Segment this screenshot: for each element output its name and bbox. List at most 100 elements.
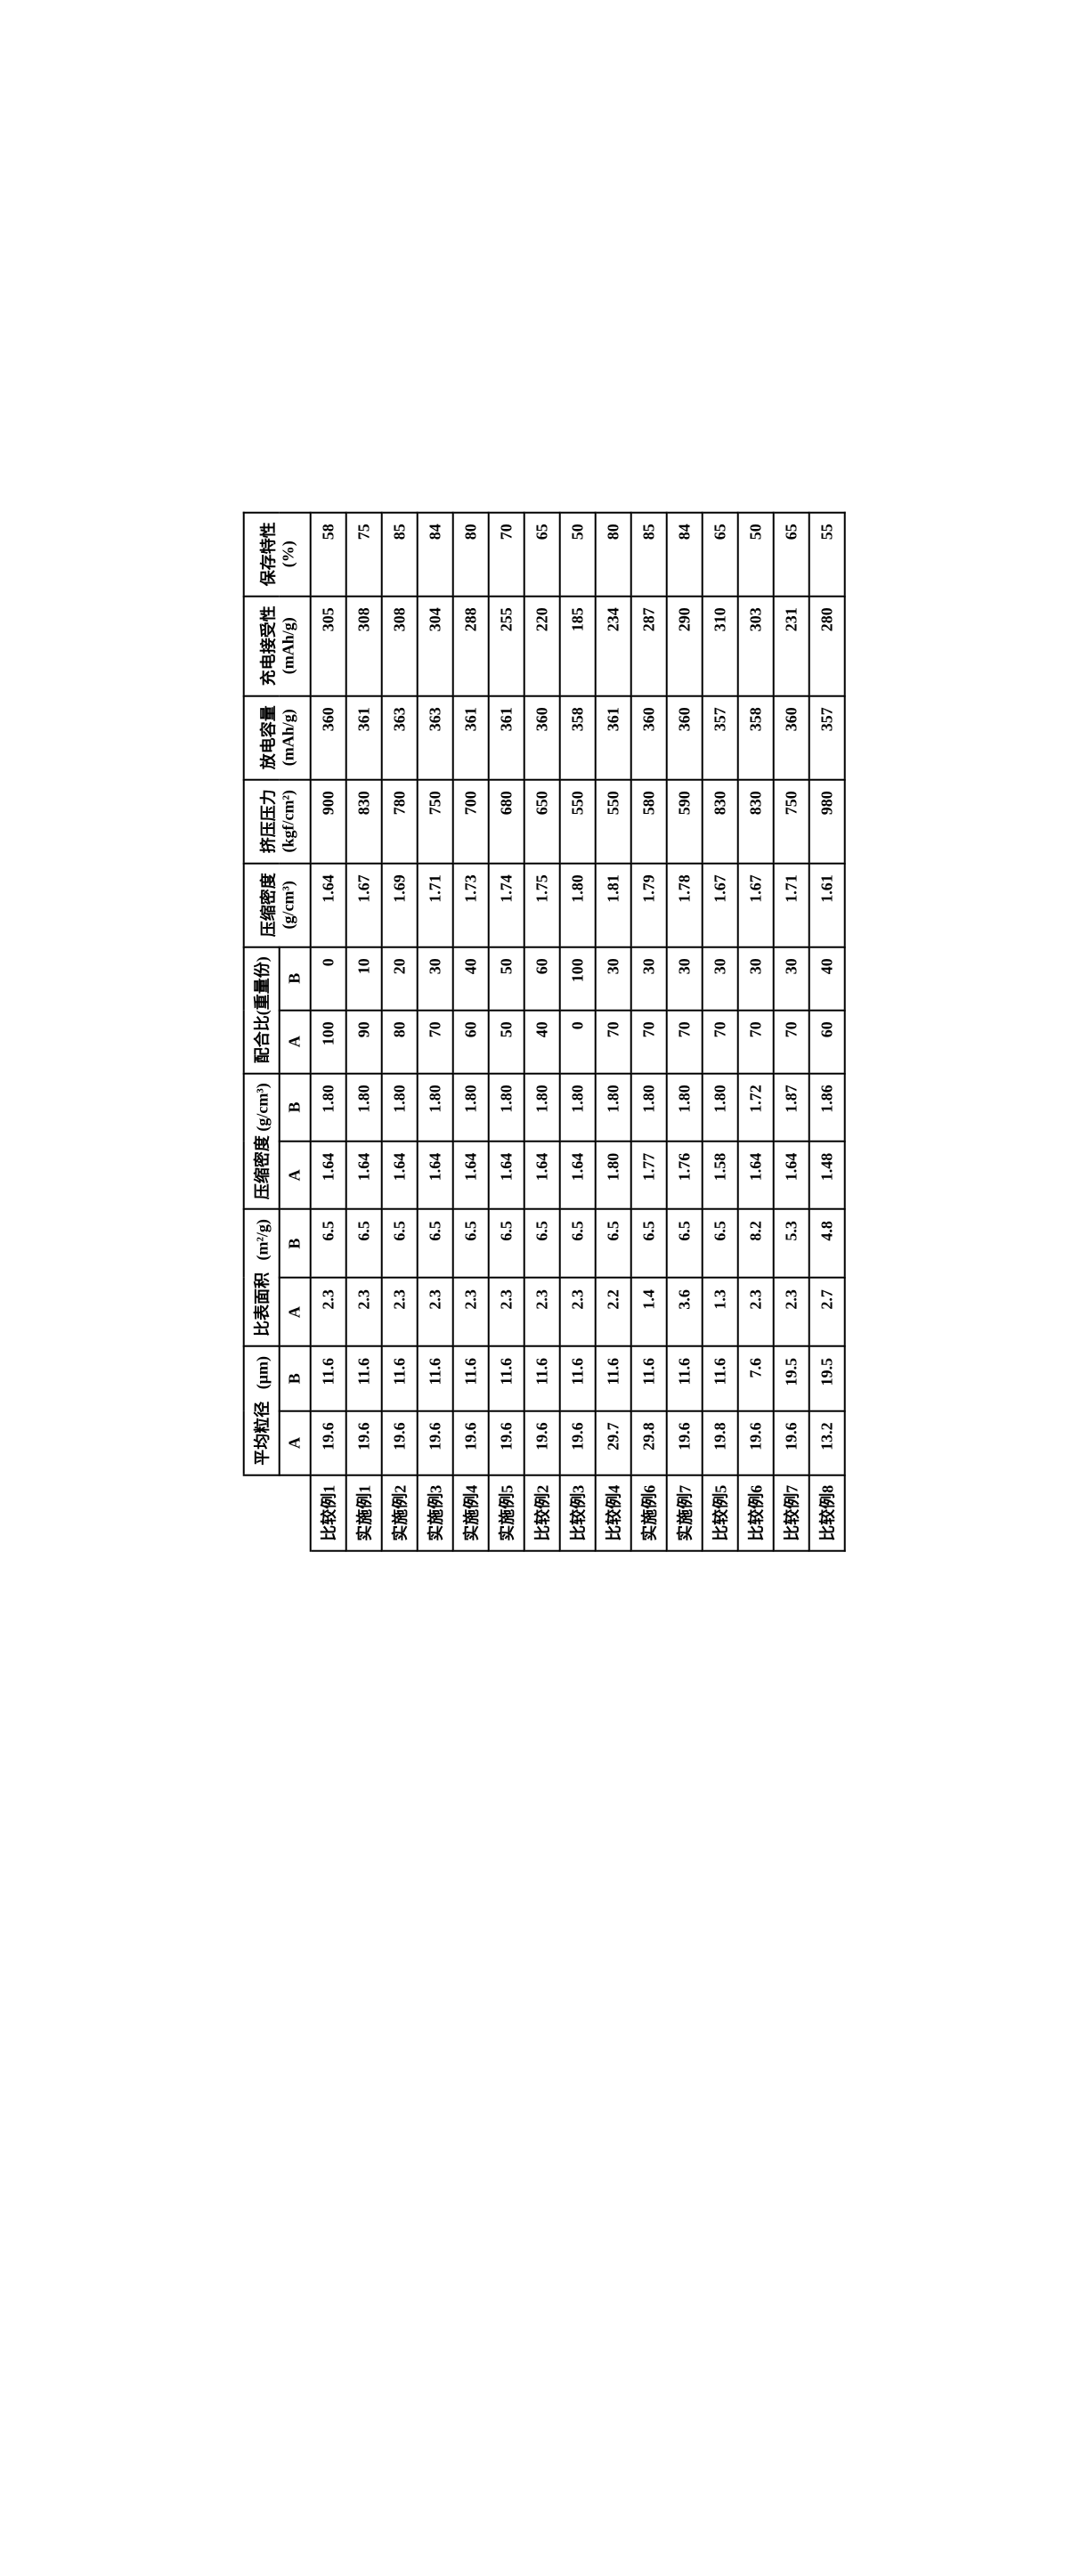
cell-sa_B: 6.5 bbox=[453, 1209, 489, 1278]
table-row: 比较例119.611.62.36.51.641.8010001.64900360… bbox=[311, 512, 346, 1550]
header-extrusion-pressure: 挤压压力(kgf/cm²) bbox=[244, 779, 311, 863]
cell-sa_A: 2.3 bbox=[453, 1278, 489, 1346]
cell-mix_B: 40 bbox=[453, 947, 489, 1010]
cell-avg_B: 11.6 bbox=[418, 1346, 453, 1410]
header-compress-density-ab: 压缩密度 (g/cm³) bbox=[244, 1073, 280, 1209]
cell-st: 65 bbox=[703, 512, 738, 596]
cell-st: 65 bbox=[524, 512, 560, 596]
cell-st: 55 bbox=[809, 512, 845, 596]
cell-sa_B: 6.5 bbox=[346, 1209, 382, 1278]
cell-avg_A: 19.8 bbox=[703, 1410, 738, 1475]
cell-cd_B: 1.80 bbox=[631, 1073, 667, 1141]
cell-avg_B: 11.6 bbox=[524, 1346, 560, 1410]
cell-cd: 1.64 bbox=[311, 863, 346, 947]
cell-avg_A: 19.6 bbox=[560, 1410, 596, 1475]
cell-mix_A: 70 bbox=[703, 1010, 738, 1073]
cell-sa_B: 6.5 bbox=[311, 1209, 346, 1278]
cell-cd: 1.71 bbox=[774, 863, 809, 947]
cell-cd_A: 1.64 bbox=[560, 1142, 596, 1209]
header-charge-acceptance-label: 充电接受性 bbox=[260, 605, 278, 686]
cell-sa_A: 1.4 bbox=[631, 1278, 667, 1346]
row-label: 实施例7 bbox=[667, 1475, 703, 1551]
table-row: 实施例719.611.63.66.51.761.8070301.78590360… bbox=[667, 512, 703, 1550]
table-row: 比较例319.611.62.36.51.641.8001001.80550358… bbox=[560, 512, 596, 1550]
cell-dc: 363 bbox=[418, 695, 453, 779]
cell-mix_B: 30 bbox=[703, 947, 738, 1010]
cell-avg_A: 19.6 bbox=[489, 1410, 524, 1475]
header-cd-A: A bbox=[280, 1142, 311, 1209]
cell-dc: 357 bbox=[703, 695, 738, 779]
cell-ep: 830 bbox=[346, 779, 382, 863]
header-cd-B: B bbox=[280, 1073, 311, 1141]
cell-ep: 780 bbox=[382, 779, 418, 863]
header-mix-B: B bbox=[280, 947, 311, 1010]
corner-cell bbox=[244, 1475, 311, 1551]
cell-avg_B: 11.6 bbox=[489, 1346, 524, 1410]
cell-dc: 361 bbox=[489, 695, 524, 779]
cell-st: 84 bbox=[418, 512, 453, 596]
cell-ca: 234 bbox=[596, 596, 631, 695]
row-label: 比较例4 bbox=[596, 1475, 631, 1551]
cell-cd_B: 1.80 bbox=[346, 1073, 382, 1141]
cell-st: 70 bbox=[489, 512, 524, 596]
cell-sa_B: 6.5 bbox=[418, 1209, 453, 1278]
cell-st: 85 bbox=[382, 512, 418, 596]
cell-sa_B: 4.8 bbox=[809, 1209, 845, 1278]
table-row: 实施例519.611.62.36.51.641.8050501.74680361… bbox=[489, 512, 524, 1550]
header-extrusion-pressure-label: 挤压压力 bbox=[260, 789, 278, 853]
cell-avg_B: 11.6 bbox=[631, 1346, 667, 1410]
cell-avg_A: 13.2 bbox=[809, 1410, 845, 1475]
cell-cd_B: 1.80 bbox=[382, 1073, 418, 1141]
cell-cd: 1.74 bbox=[489, 863, 524, 947]
cell-st: 75 bbox=[346, 512, 382, 596]
cell-ep: 580 bbox=[631, 779, 667, 863]
row-label: 实施例2 bbox=[382, 1475, 418, 1551]
table-row: 比较例519.811.61.36.51.581.8070301.67830357… bbox=[703, 512, 738, 1550]
cell-dc: 361 bbox=[453, 695, 489, 779]
row-label: 实施例4 bbox=[453, 1475, 489, 1551]
cell-cd_B: 1.80 bbox=[703, 1073, 738, 1141]
row-label: 比较例3 bbox=[560, 1475, 596, 1551]
cell-sa_B: 6.5 bbox=[382, 1209, 418, 1278]
header-surface-area-label: 比表面积 bbox=[254, 1272, 272, 1337]
header-surface-area-unit: (m²/g) bbox=[254, 1219, 272, 1260]
cell-ep: 550 bbox=[596, 779, 631, 863]
cell-ca: 308 bbox=[346, 596, 382, 695]
cell-cd_A: 1.48 bbox=[809, 1142, 845, 1209]
cell-cd_A: 1.64 bbox=[774, 1142, 809, 1209]
cell-avg_A: 19.6 bbox=[667, 1410, 703, 1475]
cell-ca: 220 bbox=[524, 596, 560, 695]
cell-mix_A: 40 bbox=[524, 1010, 560, 1073]
cell-cd_B: 1.72 bbox=[738, 1073, 774, 1141]
cell-cd_A: 1.64 bbox=[418, 1142, 453, 1209]
cell-st: 84 bbox=[667, 512, 703, 596]
cell-mix_A: 70 bbox=[631, 1010, 667, 1073]
cell-ep: 650 bbox=[524, 779, 560, 863]
cell-mix_B: 30 bbox=[596, 947, 631, 1010]
cell-avg_A: 19.6 bbox=[738, 1410, 774, 1475]
cell-ca: 185 bbox=[560, 596, 596, 695]
cell-avg_A: 19.6 bbox=[382, 1410, 418, 1475]
row-label: 实施例6 bbox=[631, 1475, 667, 1551]
cell-sa_A: 2.3 bbox=[418, 1278, 453, 1346]
cell-cd: 1.67 bbox=[346, 863, 382, 947]
cell-mix_B: 20 bbox=[382, 947, 418, 1010]
cell-st: 50 bbox=[560, 512, 596, 596]
cell-ep: 680 bbox=[489, 779, 524, 863]
header-charge-acceptance-unit: (mAh/g) bbox=[280, 617, 297, 674]
cell-avg_A: 19.6 bbox=[453, 1410, 489, 1475]
cell-ep: 830 bbox=[738, 779, 774, 863]
header-avg-A: A bbox=[280, 1410, 311, 1475]
table-row: 实施例119.611.62.36.51.641.8090101.67830361… bbox=[346, 512, 382, 1550]
cell-sa_A: 2.2 bbox=[596, 1278, 631, 1346]
cell-cd_B: 1.86 bbox=[809, 1073, 845, 1141]
cell-dc: 361 bbox=[596, 695, 631, 779]
cell-cd_B: 1.80 bbox=[560, 1073, 596, 1141]
cell-sa_B: 6.5 bbox=[631, 1209, 667, 1278]
cell-avg_B: 19.5 bbox=[809, 1346, 845, 1410]
cell-avg_B: 19.5 bbox=[774, 1346, 809, 1410]
header-surface-area: 比表面积 (m²/g) bbox=[244, 1209, 280, 1346]
cell-cd: 1.80 bbox=[560, 863, 596, 947]
cell-avg_A: 19.6 bbox=[311, 1410, 346, 1475]
header-avg-particle: 平均粒径 (μm) bbox=[244, 1346, 280, 1475]
